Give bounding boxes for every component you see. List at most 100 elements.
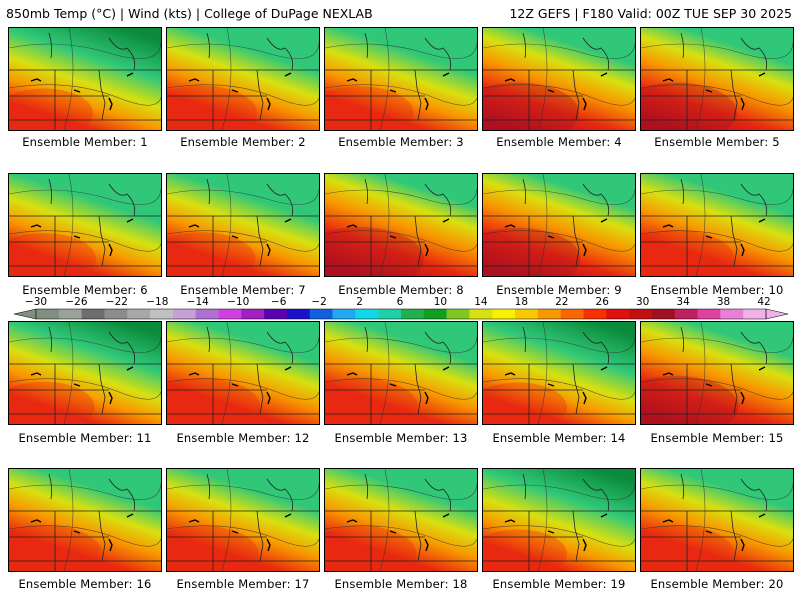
colorbar-segment <box>286 309 311 319</box>
colorbar-segment <box>720 309 744 319</box>
height-contours <box>9 322 161 424</box>
state-boundaries <box>325 473 477 571</box>
warm-core <box>167 85 257 130</box>
warm-core <box>641 230 734 276</box>
ensemble-map-panel <box>8 27 162 131</box>
wind-barbs <box>504 366 608 405</box>
wind-barbs <box>346 218 450 257</box>
colorbar-tick-label: −26 <box>65 296 88 308</box>
colorbar-segment <box>195 309 219 319</box>
ensemble-member-label: Ensemble Member: 6 <box>22 283 148 297</box>
colorbar-tick-label: −6 <box>270 296 287 308</box>
state-boundaries <box>325 326 477 424</box>
colorbar-segment <box>515 309 539 319</box>
colorbar-segment <box>743 309 767 319</box>
colorbar-segment <box>629 309 653 319</box>
colorbar-segment <box>332 309 356 319</box>
temperature-field <box>641 469 793 571</box>
wind-barbs <box>30 72 134 111</box>
ensemble-map-panel <box>8 468 162 572</box>
wind-barbs <box>30 513 134 552</box>
ensemble-map-panel <box>8 321 162 425</box>
height-contours <box>483 469 635 571</box>
state-boundaries <box>325 32 477 130</box>
height-contours <box>167 174 319 276</box>
ensemble-map-panel <box>482 321 636 425</box>
ensemble-member-label: Ensemble Member: 16 <box>18 577 152 591</box>
colorbar-segment <box>355 309 379 319</box>
ensemble-member-label: Ensemble Member: 10 <box>650 283 784 297</box>
colorbar-tick-label: 6 <box>396 296 404 308</box>
ensemble-map-panel <box>166 321 320 425</box>
colorbar-tick-label: −14 <box>186 296 209 308</box>
wind-barbs <box>504 72 608 111</box>
colorbar-tick-label: 34 <box>676 296 690 308</box>
colorbar-segment <box>446 309 470 319</box>
warm-core <box>325 86 414 130</box>
colorbar-tick-label: 18 <box>514 296 529 308</box>
warm-core <box>9 233 96 276</box>
colorbar-tick-label: −22 <box>105 296 128 308</box>
wind-barbs <box>188 366 292 405</box>
state-boundaries <box>325 178 477 276</box>
height-contours <box>641 28 793 130</box>
state-boundaries <box>167 326 319 424</box>
wind-barbs <box>662 72 766 111</box>
temperature-field <box>9 469 161 571</box>
height-contours <box>9 174 161 276</box>
colorbar-segment <box>537 309 561 319</box>
wind-barbs <box>662 513 766 552</box>
wind-barbs <box>188 513 292 552</box>
state-boundaries <box>167 473 319 571</box>
height-contours <box>483 28 635 130</box>
wind-barbs <box>30 218 134 257</box>
temperature-field <box>9 28 161 130</box>
colorbar-segment <box>674 309 698 319</box>
colorbar-segment <box>241 309 265 319</box>
ensemble-map-panel <box>640 468 794 572</box>
temperature-field <box>9 174 161 276</box>
colorbar-tick-label: 22 <box>555 296 569 308</box>
colorbar-tick-label: −10 <box>227 296 250 308</box>
run-info: 12Z GEFS | F180 Valid: 00Z TUE SEP 30 20… <box>509 6 792 21</box>
warm-core <box>641 525 734 571</box>
colorbar-max-arrow <box>765 308 788 320</box>
height-contours <box>641 469 793 571</box>
ensemble-map-panel <box>640 173 794 277</box>
ensemble-member-label: Ensemble Member: 3 <box>338 135 464 149</box>
warm-core <box>167 378 260 424</box>
height-contours <box>325 174 477 276</box>
height-contours <box>325 322 477 424</box>
height-contours <box>483 174 635 276</box>
ensemble-map-panel <box>482 173 636 277</box>
ensemble-map-panel <box>8 173 162 277</box>
colorbar-segment <box>104 309 128 319</box>
state-boundaries <box>9 326 161 424</box>
temperature-field <box>483 28 635 130</box>
ensemble-member-label: Ensemble Member: 9 <box>496 283 622 297</box>
ensemble-member-label: Ensemble Member: 8 <box>338 283 464 297</box>
colorbar-tick-label: 42 <box>757 296 771 308</box>
warm-core <box>483 227 581 276</box>
ensemble-map-panel <box>482 27 636 131</box>
ensemble-member-label: Ensemble Member: 20 <box>650 577 784 591</box>
colorbar-tick-label: −30 <box>24 296 48 308</box>
temperature-field <box>325 28 477 130</box>
ensemble-member-label: Ensemble Member: 18 <box>334 577 468 591</box>
ensemble-member-label: Ensemble Member: 5 <box>654 135 780 149</box>
height-contours <box>325 469 477 571</box>
wind-barbs <box>346 72 450 111</box>
colorbar-segment <box>651 309 676 319</box>
wind-barbs <box>662 218 766 257</box>
ensemble-map-panel <box>640 321 794 425</box>
ensemble-member-label: Ensemble Member: 14 <box>492 431 626 445</box>
temperature-field <box>325 469 477 571</box>
colorbar-outline <box>35 308 767 320</box>
wind-barbs <box>346 513 450 552</box>
temperature-field <box>167 322 319 424</box>
wind-barbs <box>30 366 134 405</box>
warm-core <box>9 525 102 571</box>
wind-barbs <box>504 513 608 552</box>
colorbar-segment <box>81 309 105 319</box>
temperature-field <box>641 28 793 130</box>
